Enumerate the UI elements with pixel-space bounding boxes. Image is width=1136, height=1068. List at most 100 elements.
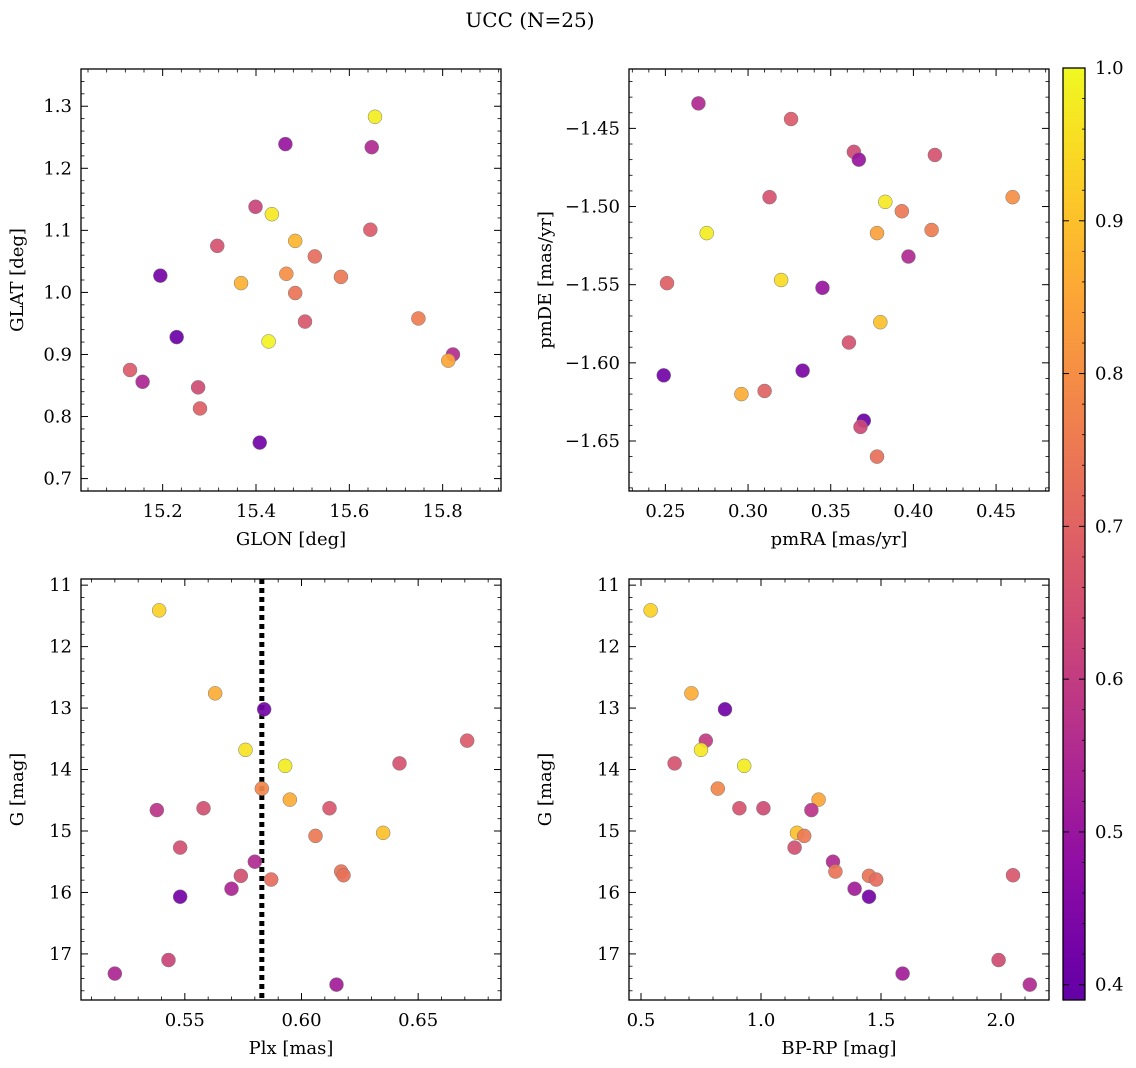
data-point bbox=[287, 233, 303, 249]
y-tick-label: 17 bbox=[597, 944, 620, 965]
colorbar-gradient bbox=[1062, 67, 1086, 1001]
y-axis-label: pmDE [mas/yr] bbox=[535, 211, 556, 349]
colorbar-tick-label: 0.8 bbox=[1095, 364, 1124, 385]
data-point bbox=[107, 966, 123, 981]
data-point bbox=[656, 368, 671, 383]
colorbar-tick-label: 0.4 bbox=[1095, 975, 1124, 996]
y-tick-label: 1.3 bbox=[43, 96, 72, 117]
x-tick-label: 15.8 bbox=[423, 501, 463, 522]
data-point bbox=[756, 800, 771, 816]
x-tick-label: 15.2 bbox=[143, 501, 183, 522]
data-point bbox=[192, 401, 208, 416]
y-tick-label: 0.7 bbox=[43, 469, 72, 490]
data-point bbox=[1005, 867, 1021, 883]
colorbar-tick-label: 1.0 bbox=[1095, 58, 1124, 79]
data-point bbox=[796, 828, 812, 844]
data-point bbox=[795, 363, 810, 378]
data-points bbox=[656, 96, 1020, 464]
axes-frame bbox=[628, 68, 1050, 492]
data-point bbox=[659, 275, 675, 291]
data-point bbox=[248, 199, 263, 215]
x-tick-label: 15.4 bbox=[236, 501, 276, 522]
y-tick-label: 1.2 bbox=[43, 158, 72, 179]
data-point bbox=[847, 881, 862, 897]
data-point bbox=[322, 800, 337, 816]
data-point bbox=[924, 222, 939, 238]
panel-glon-glat: 15.2 15.4 15.6 15.8 0.7 0.8 0.9 1.0 1.1 1.2 1.3 GLO… bbox=[7, 68, 502, 550]
data-point bbox=[441, 353, 456, 368]
x-axis-label: BP-RP [mag] bbox=[781, 1038, 896, 1059]
y-axis-label: GLAT [deg] bbox=[7, 228, 28, 332]
data-point bbox=[1022, 977, 1038, 992]
data-point bbox=[224, 881, 239, 897]
data-point bbox=[411, 311, 426, 326]
y-tick-label: 15 bbox=[597, 821, 620, 842]
data-point bbox=[710, 781, 726, 796]
x-tick-label: 1.0 bbox=[747, 1010, 776, 1031]
data-point bbox=[256, 702, 272, 717]
x-tick-label: 0.45 bbox=[976, 501, 1016, 522]
data-point bbox=[828, 864, 843, 879]
panel-pmra-pmde: 0.25 0.30 0.35 0.40 0.45 −1.65 −1.60 −1.55 −1.50… bbox=[535, 68, 1050, 550]
data-point bbox=[773, 272, 789, 288]
data-point bbox=[254, 781, 270, 796]
data-point bbox=[122, 362, 138, 378]
x-tick-label: 0.60 bbox=[281, 1010, 321, 1031]
data-point bbox=[783, 111, 799, 127]
y-tick-label: 1.0 bbox=[43, 282, 72, 303]
y-tick-label: 12 bbox=[49, 637, 72, 658]
data-point bbox=[190, 380, 206, 395]
y-tick-label: 0.9 bbox=[43, 344, 72, 365]
y-tick-label: −1.50 bbox=[565, 197, 620, 218]
data-point bbox=[364, 139, 379, 155]
data-point bbox=[762, 189, 777, 205]
y-tick-label: −1.55 bbox=[565, 275, 620, 296]
y-axis-label: G [mag] bbox=[7, 753, 28, 826]
data-point bbox=[878, 194, 893, 210]
data-point bbox=[901, 249, 916, 264]
x-tick-label: 0.30 bbox=[728, 501, 768, 522]
data-point bbox=[287, 285, 303, 301]
data-point bbox=[895, 966, 910, 981]
data-point bbox=[868, 872, 884, 887]
x-tick-label: 0.5 bbox=[627, 1010, 656, 1031]
axes-frame bbox=[80, 68, 502, 492]
data-point bbox=[991, 952, 1006, 968]
data-point bbox=[693, 742, 709, 758]
colorbar-tick-label: 0.6 bbox=[1095, 669, 1124, 690]
data-point bbox=[261, 334, 276, 349]
data-point bbox=[811, 792, 826, 807]
data-point bbox=[459, 733, 475, 748]
data-point bbox=[927, 147, 943, 163]
data-point bbox=[247, 854, 263, 869]
y-tick-label: 11 bbox=[597, 575, 620, 596]
colorbar-tick-label: 0.7 bbox=[1095, 516, 1124, 537]
data-point bbox=[279, 266, 294, 282]
data-point bbox=[238, 742, 253, 758]
y-tick-label: −1.45 bbox=[565, 118, 620, 139]
data-point bbox=[149, 802, 165, 818]
x-axis-label: GLON [deg] bbox=[236, 529, 346, 550]
data-point bbox=[233, 868, 249, 884]
data-point bbox=[787, 840, 802, 855]
y-tick-label: 12 bbox=[597, 637, 620, 658]
data-point bbox=[375, 825, 391, 841]
data-point bbox=[643, 603, 658, 618]
x-tick-label: 0.40 bbox=[893, 501, 933, 522]
colorbar-tick-label: 0.9 bbox=[1095, 211, 1124, 232]
data-point bbox=[392, 756, 407, 771]
data-point bbox=[252, 435, 267, 450]
data-point bbox=[691, 96, 706, 111]
x-tick-label: 1.5 bbox=[867, 1010, 896, 1031]
data-point bbox=[172, 889, 188, 904]
data-point bbox=[363, 222, 378, 237]
data-point bbox=[282, 792, 298, 807]
data-point bbox=[699, 225, 714, 241]
y-tick-label: 1.1 bbox=[43, 220, 72, 241]
data-point bbox=[263, 872, 279, 887]
data-point bbox=[732, 800, 747, 816]
x-tick-label: 2.0 bbox=[987, 1010, 1016, 1031]
data-point bbox=[172, 840, 188, 855]
x-axis-label: Plx [mas] bbox=[249, 1038, 334, 1059]
